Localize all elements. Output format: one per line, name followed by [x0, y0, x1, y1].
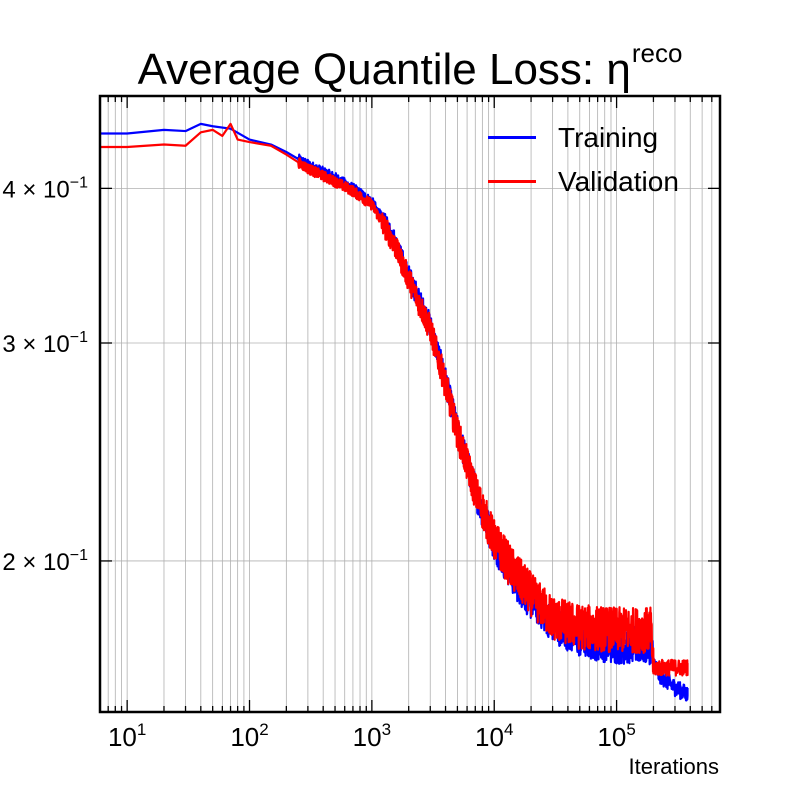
legend-swatch-training [488, 136, 536, 139]
x-tick-label-exponent: 4 [504, 720, 513, 739]
x-tick-label-base: 10 [353, 722, 382, 752]
ticks [99, 96, 721, 712]
y-tick-label: 2 × 10−1 [2, 547, 88, 576]
x-tick-label-exponent: 3 [382, 720, 391, 739]
x-tick-label: 103 [353, 720, 391, 752]
chart-title-superscript: reco [631, 38, 683, 68]
plot-frame [98, 94, 722, 714]
x-tick-label-exponent: 2 [259, 720, 268, 739]
y-tick-label-exponent: −1 [70, 174, 88, 191]
y-tick-label-exponent: −1 [70, 547, 88, 564]
legend-swatch-validation [488, 180, 536, 183]
x-tick-label-base: 10 [230, 722, 259, 752]
series-line-validation [100, 122, 689, 677]
legend-label-validation: Validation [558, 166, 679, 197]
x-tick-label: 101 [108, 720, 146, 752]
y-tick-label-exponent: −1 [70, 329, 88, 346]
x-tick-label-base: 10 [108, 722, 137, 752]
x-tick-label-base: 10 [597, 722, 626, 752]
plot-area [100, 122, 689, 702]
y-tick-label-mantissa: 4 × 10 [2, 176, 69, 203]
y-tick-label-mantissa: 3 × 10 [2, 331, 69, 358]
chart-title: Average Quantile Loss: ηreco [100, 40, 720, 92]
x-tick-label: 104 [475, 720, 513, 752]
x-tick-label: 102 [230, 720, 268, 752]
chart-title-main: Average Quantile Loss: η [137, 45, 631, 94]
y-tick-label-mantissa: 2 × 10 [2, 549, 69, 576]
x-tick-label-exponent: 1 [137, 720, 146, 739]
x-tick-label-exponent: 5 [626, 720, 635, 739]
y-tick-label: 4 × 10−1 [2, 174, 88, 203]
x-axis-label: Iterations [628, 754, 720, 779]
legend-label-training: Training [558, 122, 659, 153]
x-tick-label: 105 [597, 720, 635, 752]
y-tick-label: 3 × 10−1 [2, 329, 88, 358]
x-tick-label-base: 10 [475, 722, 504, 752]
